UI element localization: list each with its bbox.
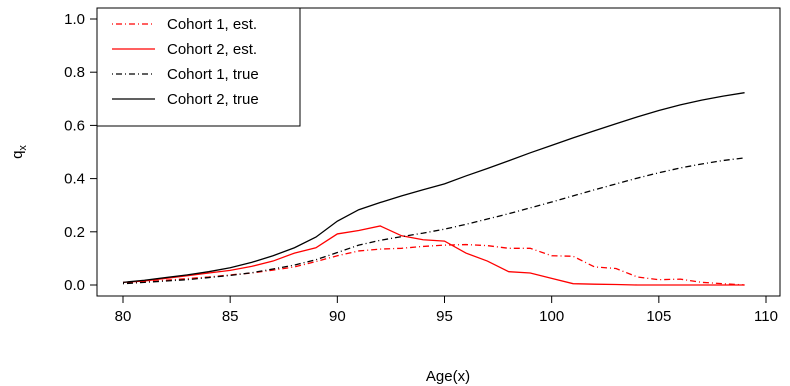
legend-label: Cohort 2, true [167, 91, 259, 108]
series-line-1 [122, 243, 745, 286]
x-tick-label: 95 [436, 308, 453, 325]
x-tick-label: 105 [646, 308, 671, 325]
legend-label: Cohort 1, est. [167, 16, 257, 33]
x-tick-label: 80 [115, 308, 132, 325]
x-tick-label: 110 [754, 308, 778, 325]
x-axis-label: Age(x) [426, 368, 470, 385]
x-tick-label: 85 [222, 308, 239, 325]
series-line-3 [122, 157, 745, 285]
y-tick-label: 0.6 [64, 117, 85, 134]
legend-box [96, 7, 301, 127]
y-tick-label: 0.4 [64, 171, 85, 188]
y-tick-label: 1.0 [64, 11, 85, 28]
legend-label: Cohort 1, true [167, 66, 259, 83]
legend-label: Cohort 2, est. [167, 41, 257, 58]
y-axis-label: qx [9, 145, 29, 159]
y-tick-label: 0.2 [64, 224, 85, 241]
y-axis-label-main: q [9, 151, 26, 159]
y-tick-label: 0.0 [64, 277, 85, 294]
y-tick-label: 0.8 [64, 64, 85, 81]
y-axis-label-subscript: x [17, 145, 29, 151]
series-layer [122, 92, 745, 286]
series-line-4 [122, 92, 745, 283]
legend: Cohort 1, est. Cohort 2, est. Cohort 1, tr… [96, 7, 301, 127]
series-line-2 [122, 225, 745, 286]
x-tick-label: 90 [329, 308, 346, 325]
x-tick-label: 100 [539, 308, 564, 325]
